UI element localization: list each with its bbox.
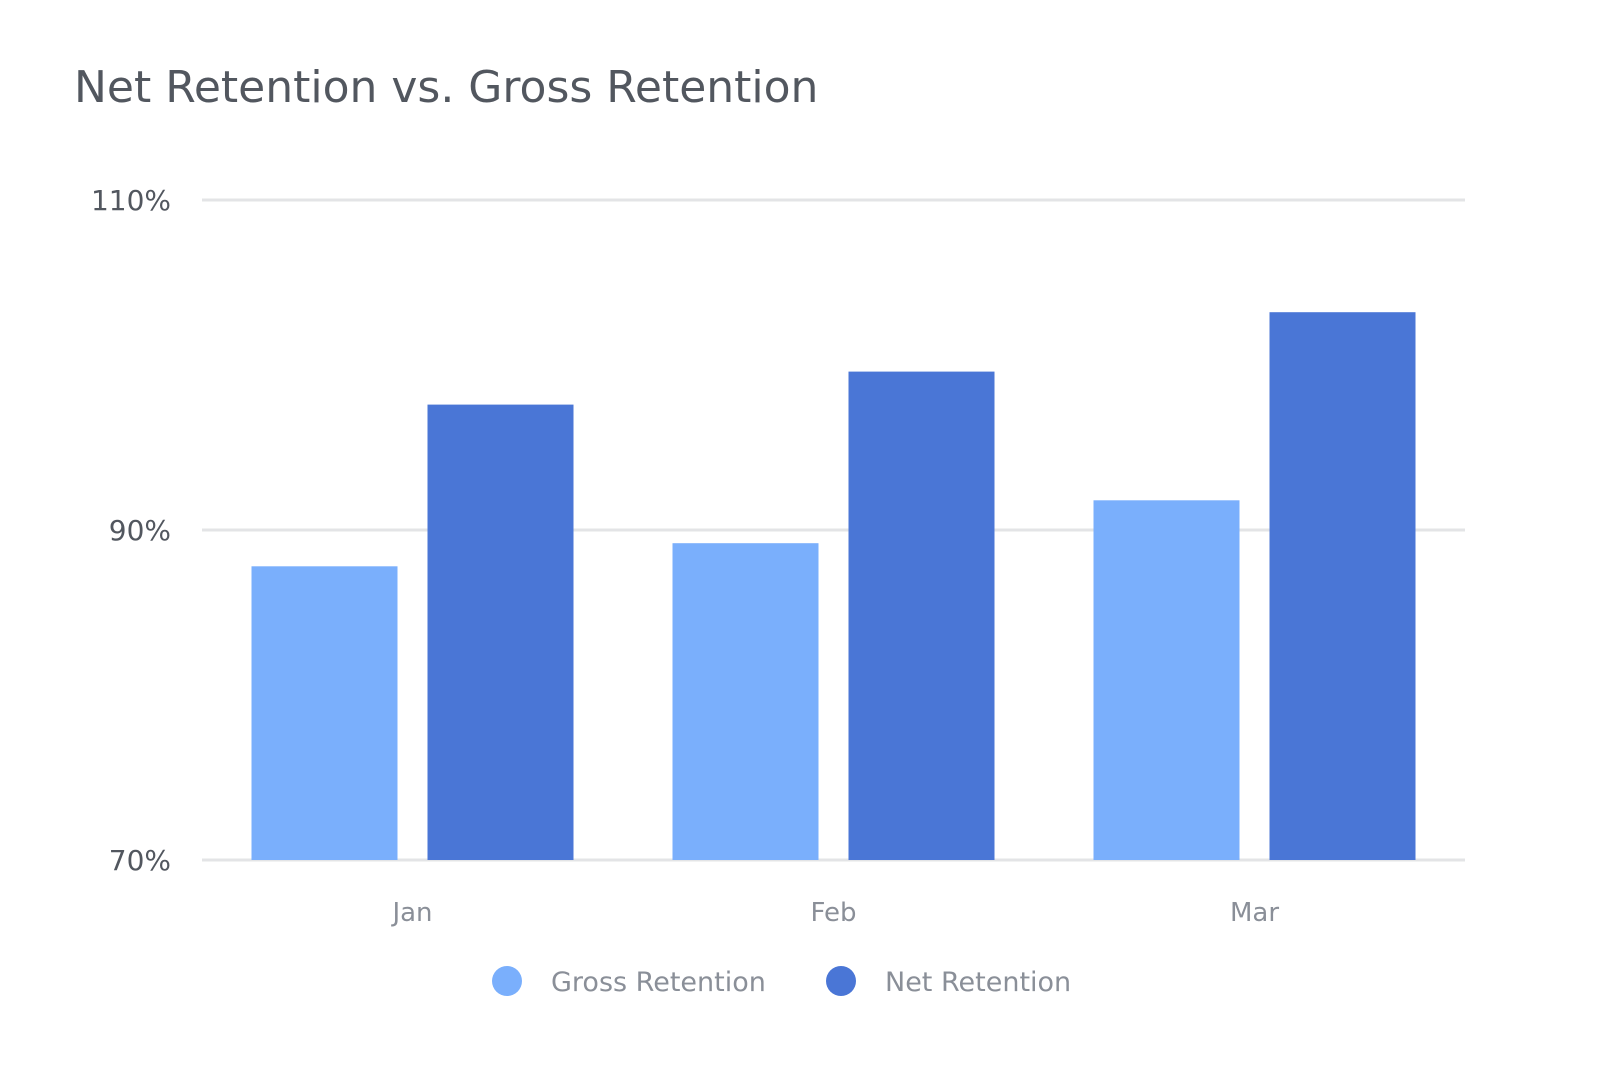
bar-net-retention-feb (848, 371, 995, 860)
y-tick-label: 110% (91, 184, 171, 217)
bar-gross-retention-mar (1093, 500, 1240, 860)
bar-gross-retention-jan (251, 566, 398, 860)
bar-net-retention-mar (1269, 312, 1416, 860)
legend-marker (492, 966, 522, 996)
chart-title: Net Retention vs. Gross Retention (74, 62, 819, 113)
bar-net-retention-jan (427, 404, 574, 860)
x-tick-label: Mar (1230, 898, 1279, 928)
legend-label: Gross Retention (551, 967, 766, 998)
legend-marker (826, 966, 856, 996)
legend-label: Net Retention (885, 967, 1071, 998)
bar-gross-retention-feb (672, 543, 819, 860)
x-tick-label: Feb (810, 898, 856, 928)
y-tick-label: 70% (109, 844, 171, 877)
x-tick-label: Jan (390, 898, 432, 928)
y-tick-label: 90% (109, 514, 171, 547)
